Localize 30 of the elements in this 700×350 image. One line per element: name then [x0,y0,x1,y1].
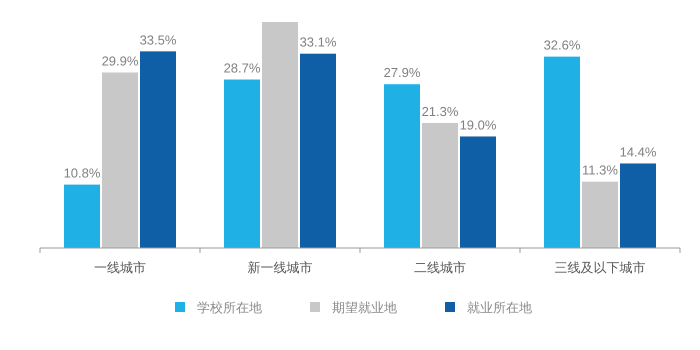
data-label: 27.9% [384,65,421,80]
bar [544,56,580,248]
bar [140,51,176,248]
data-label: 19.0% [460,117,497,132]
bar [102,72,138,248]
x-tick-label: 二线城市 [414,260,466,275]
data-label: 29.9% [102,53,139,68]
data-label: 21.3% [422,104,459,119]
bar [422,122,458,248]
legend-label: 就业所在地 [467,300,532,315]
legend-label: 学校所在地 [197,300,262,315]
bar [64,184,100,248]
legend-label: 期望就业地 [332,300,397,315]
data-label: 10.8% [64,166,101,181]
bar [224,80,260,248]
data-label: 28.7% [224,60,261,76]
bar [460,136,496,248]
bar [300,54,336,248]
data-label: 33.1% [300,34,337,50]
x-tick-label: 新一线城市 [248,260,312,275]
bar [262,22,298,248]
data-label: 11.3% [582,162,618,178]
data-label: 32.6% [544,38,581,53]
bar [620,163,656,248]
data-label: 14.4% [620,144,657,160]
x-tick-label: 三线及以下城市 [554,260,646,275]
bar [384,84,420,248]
x-tick-label: 一线城市 [94,260,146,275]
bar [582,182,618,248]
data-label: 33.5% [140,32,177,48]
